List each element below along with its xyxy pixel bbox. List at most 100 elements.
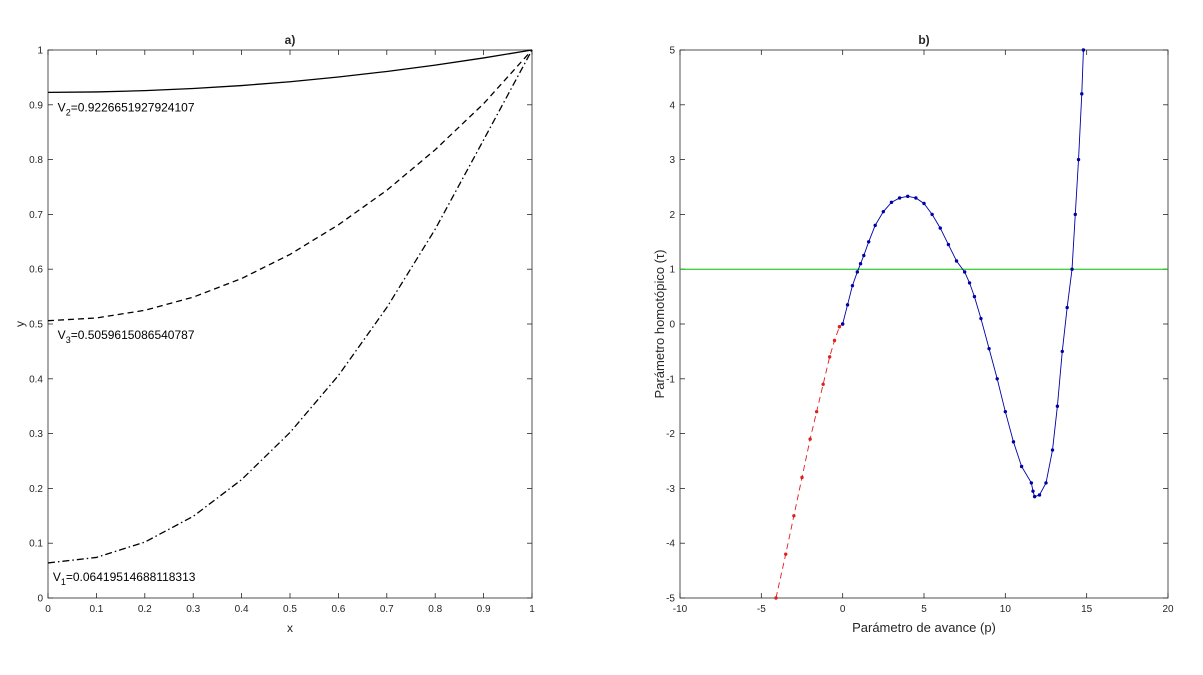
series-point: [1050, 448, 1055, 452]
panel-a: a) x y 0 0.1 0.2 0.3 0.4 0.5 0.6 0.7 0.8 0.9 1 0 0.…: [13, 33, 535, 635]
annotation-subscript: 3: [66, 335, 71, 345]
panel-a-series: [47, 49, 533, 564]
x-tick-label: 10: [1000, 604, 1012, 615]
series-point: [821, 382, 825, 386]
y-tick-label: -3: [666, 484, 675, 495]
y-tick-label: -4: [666, 539, 675, 550]
series-point: [1031, 489, 1035, 493]
y-tick-label: -2: [666, 429, 675, 440]
series-point: [1073, 212, 1077, 217]
series-point: [889, 200, 894, 205]
annotation-symbol: V: [53, 570, 61, 584]
series-point: [1019, 464, 1024, 469]
y-tick-label: 0.9: [29, 100, 43, 111]
panel-b-title: b): [918, 33, 929, 47]
x-tick-label: 0: [45, 604, 51, 615]
series-point: [995, 377, 999, 381]
x-tick-label: 0.5: [283, 604, 297, 615]
series-point: [1065, 305, 1069, 310]
panel-b-y-axis-label: Parámetro homotópico (τ): [652, 250, 667, 399]
plot-area-a: [47, 49, 533, 599]
series-point: [814, 409, 819, 414]
series-point: [1011, 440, 1016, 444]
y-tick-label: 5: [669, 46, 675, 57]
y-tick-label: 0.1: [29, 539, 43, 550]
series-point: [1055, 404, 1060, 408]
annotation-subscript: 2: [66, 108, 71, 118]
y-tick-label: 0.5: [29, 320, 43, 331]
series-point: [832, 338, 837, 343]
series-point: [792, 514, 796, 518]
curve-annotation: V1=0.06419514688118313: [53, 570, 196, 587]
panel-b-x-axis-label: Parámetro de avance (p): [852, 620, 996, 635]
x-tick-label: 0.4: [235, 604, 249, 615]
series-point: [858, 262, 863, 266]
annotation-symbol: V: [58, 101, 66, 115]
series-point: [873, 223, 877, 228]
series-point: [954, 259, 959, 263]
y-tick-label: 4: [669, 100, 675, 111]
x-tick-label: 0.1: [89, 604, 103, 615]
series-point: [1037, 493, 1042, 497]
y-tick-label: 0: [37, 594, 43, 605]
x-tick-label: 0.6: [331, 604, 345, 615]
curve-annotation: V2=0.9226651927924107: [58, 101, 195, 118]
series-point: [1080, 92, 1084, 96]
x-tick-label: -5: [757, 604, 766, 615]
y-tick-label: 0.6: [29, 265, 43, 276]
series-point: [1003, 409, 1008, 414]
y-tick-label: 2: [669, 210, 675, 221]
series-point: [1070, 267, 1074, 271]
series-point: [1044, 481, 1048, 485]
x-tick-label: 0: [840, 604, 846, 615]
series-point: [1032, 494, 1037, 499]
y-tick-label: 3: [669, 155, 675, 166]
series-point: [897, 196, 902, 200]
x-tick-label: 0.8: [428, 604, 442, 615]
y-tick-label: 0.4: [29, 374, 43, 385]
annotation-value: =0.06419514688118313: [66, 570, 196, 584]
series-point: [862, 253, 866, 258]
series-point: [845, 303, 850, 307]
series-point: [1081, 48, 1086, 52]
series-point: [972, 294, 977, 299]
panel-b-x-ticks: -10 -5 0 5 10 15 20: [673, 50, 1174, 615]
x-tick-label: 20: [1162, 604, 1174, 615]
x-tick-label: -10: [673, 604, 688, 615]
y-tick-label: 0: [669, 320, 675, 331]
panel-b-series: [774, 48, 1086, 600]
x-tick-label: 0.3: [186, 604, 200, 615]
series-point: [784, 552, 788, 556]
y-tick-label: 1: [669, 265, 675, 276]
series-point: [840, 322, 845, 326]
series-point: [827, 355, 832, 359]
series-point: [967, 281, 972, 285]
annotation-subscript: 1: [61, 577, 66, 587]
series-point: [855, 270, 860, 274]
x-tick-label: 1: [529, 604, 535, 615]
y-tick-label: -1: [666, 374, 675, 385]
series-point: [987, 346, 991, 351]
series-point: [881, 209, 886, 214]
series-point: [914, 196, 918, 200]
series-line-3: [47, 49, 533, 564]
annotation-value: =0.9226651927924107: [71, 101, 195, 115]
series-point: [946, 242, 951, 247]
series-point: [808, 437, 812, 441]
x-tick-label: 0.2: [138, 604, 152, 615]
series-point: [930, 212, 934, 217]
series-point: [962, 270, 967, 274]
annotation-value: =0.5059615086540787: [71, 328, 195, 342]
series-point: [866, 240, 871, 244]
panel-a-y-ticks: 0 0.1 0.2 0.3 0.4 0.5 0.6 0.7 0.8 0.9 1: [29, 46, 532, 605]
series-point: [850, 283, 855, 288]
series-point: [979, 316, 983, 321]
x-tick-label: 5: [921, 604, 927, 615]
series-line-2: [47, 49, 533, 322]
x-tick-label: 0.9: [477, 604, 491, 615]
panel-b-y-ticks: -5 -4 -3 -2 -1 0 1 2 3 4 5: [666, 46, 1168, 605]
series-line-1: [47, 49, 533, 94]
y-tick-label: 1: [37, 46, 43, 57]
panel-a-title: a): [285, 33, 296, 47]
y-tick-label: 0.7: [29, 210, 43, 221]
